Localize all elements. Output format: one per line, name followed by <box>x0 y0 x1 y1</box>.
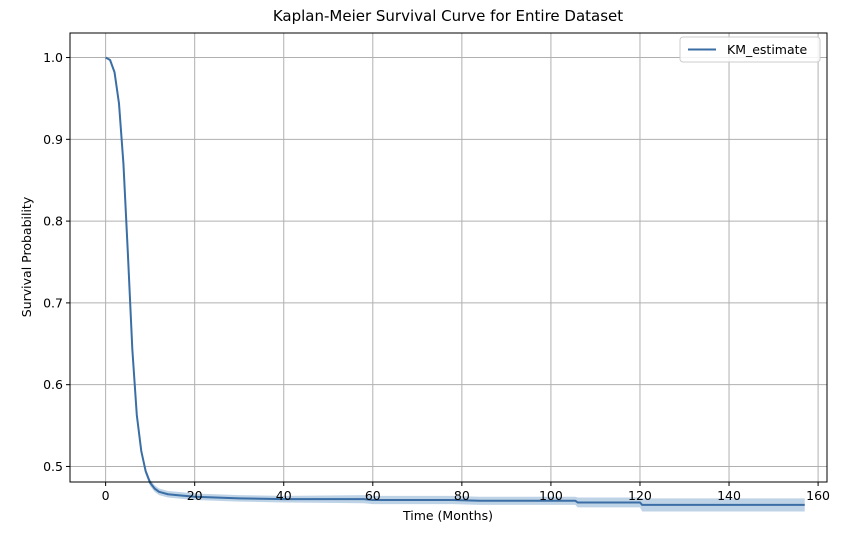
x-tick-label: 160 <box>806 488 830 503</box>
x-tick-label: 100 <box>539 488 563 503</box>
x-tick-label: 80 <box>454 488 470 503</box>
x-tick-label: 0 <box>102 488 110 503</box>
y-axis-ticks: 0.5 0.6 0.7 0.8 0.9 1.0 <box>43 50 70 474</box>
y-tick-label: 1.0 <box>43 50 63 65</box>
x-tick-label: 40 <box>276 488 292 503</box>
legend-box <box>679 36 821 63</box>
legend: KM_estimate <box>679 36 821 63</box>
y-tick-label: 0.6 <box>43 377 63 392</box>
grid-lines <box>70 33 827 482</box>
x-axis-label: Time (Months) <box>402 508 493 523</box>
y-tick-label: 0.8 <box>43 214 63 229</box>
x-tick-label: 140 <box>717 488 741 503</box>
x-tick-label: 60 <box>365 488 381 503</box>
plot-frame <box>69 32 828 483</box>
x-axis-ticks: 0 20 40 60 80 100 120 140 160 <box>102 482 830 503</box>
x-tick-label: 20 <box>187 488 203 503</box>
chart-title: Kaplan-Meier Survival Curve for Entire D… <box>273 7 623 25</box>
y-tick-label: 0.7 <box>43 295 63 310</box>
y-axis-label: Survival Probability <box>19 196 34 317</box>
plot-area <box>70 33 827 482</box>
y-tick-label: 0.9 <box>43 132 63 147</box>
x-tick-label: 120 <box>628 488 652 503</box>
y-tick-label: 0.5 <box>43 459 63 474</box>
km-estimate-line <box>105 56 805 506</box>
legend-label: KM_estimate <box>727 42 808 57</box>
